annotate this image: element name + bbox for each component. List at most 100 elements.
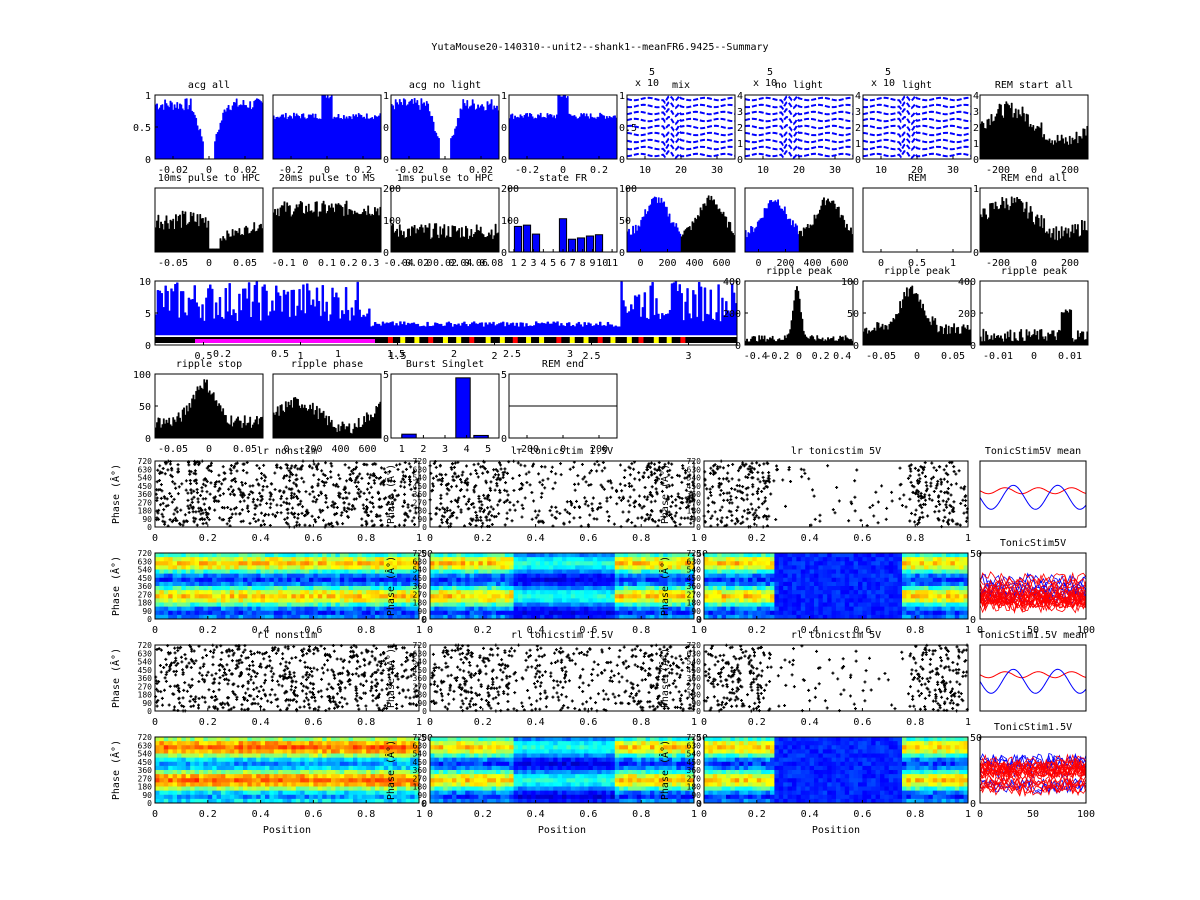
heatmap-cell <box>251 745 257 750</box>
heatmap-cell <box>645 577 651 583</box>
heatmap-cell <box>654 610 660 616</box>
heatmap-cell <box>774 590 780 595</box>
heatmap-cell <box>291 606 297 612</box>
heatmap-cell <box>256 786 262 792</box>
heatmap-cell <box>712 598 718 603</box>
heatmap-cell <box>888 565 894 570</box>
heatmap-cell <box>392 765 398 771</box>
heatmap-cell <box>335 606 341 612</box>
heatmap-cell <box>871 594 877 599</box>
heatmap-cell <box>414 741 420 746</box>
heatmap-cell <box>796 590 802 595</box>
heatmap-cell <box>743 565 749 570</box>
heatmap-cell <box>434 581 440 587</box>
x-tick-label: 0 <box>283 444 289 455</box>
phase-tick-label: 630 <box>138 557 153 566</box>
heatmap-cell <box>667 561 673 566</box>
heatmap-cell <box>606 561 611 566</box>
heatmap-cell <box>884 577 890 583</box>
heatmap-cell <box>317 794 323 800</box>
bar-1 <box>401 433 417 439</box>
heatmap-cell <box>225 786 231 792</box>
heatmap-cell <box>430 737 435 742</box>
phase-tick-label: 270 <box>687 498 702 507</box>
heatmap-cell <box>597 553 603 558</box>
heatmap-cell <box>383 778 389 783</box>
heatmap-cell <box>540 753 545 759</box>
heatmap-cell <box>388 602 394 608</box>
heatmap-cell <box>787 614 793 620</box>
heatmap-cell <box>906 602 912 608</box>
heatmap-cell <box>836 590 841 595</box>
heatmap-cell <box>291 753 297 759</box>
heatmap-cell <box>216 745 222 750</box>
heatmap-cell <box>326 737 332 742</box>
heatmap-cell <box>410 798 416 804</box>
heatmap-cell <box>831 602 837 608</box>
heatmap-cell <box>225 581 231 587</box>
heatmap-cell <box>478 610 484 616</box>
heatmap-cell <box>496 737 501 742</box>
heatmap-cell <box>500 602 506 608</box>
heatmap-cell <box>932 557 938 562</box>
phase-tick-label: 540 <box>687 474 702 483</box>
heatmap-cell <box>954 553 960 558</box>
heatmap-cell <box>229 557 235 562</box>
heatmap-cell <box>229 749 235 754</box>
heatmap-cell <box>619 557 625 562</box>
heatmap-cell <box>361 557 367 562</box>
x-tick-label: 0.8 <box>632 625 650 636</box>
heatmap-cell <box>814 606 819 612</box>
heatmap-cell <box>199 565 204 570</box>
heatmap-cell <box>405 778 411 783</box>
heatmap-cell <box>203 753 209 759</box>
heatmap-cell <box>282 614 288 620</box>
heatmap-cell <box>383 565 389 570</box>
heatmap-cell <box>513 594 519 599</box>
heatmap-cell <box>348 606 354 612</box>
heatmap-cell <box>774 553 780 558</box>
heatmap-cell <box>397 569 402 575</box>
heatmap-cell <box>783 557 789 562</box>
heatmap-cell <box>840 573 846 579</box>
heatmap-cell <box>663 586 669 591</box>
waveform-trace <box>744 129 854 140</box>
heatmap-cell <box>251 786 257 792</box>
heatmap-cell <box>348 749 354 754</box>
heatmap-cell <box>344 557 350 562</box>
heatmap-cell <box>897 610 903 616</box>
heatmap-cell <box>827 557 833 562</box>
heatmap-cell <box>827 602 833 608</box>
heatmap-cell <box>335 794 341 800</box>
heatmap-cell <box>487 774 493 779</box>
heatmap-cell <box>478 606 484 612</box>
heatmap-cell <box>366 753 372 759</box>
heatmap-cell <box>606 610 611 616</box>
heatmap-cell <box>491 614 497 620</box>
heatmap-cell <box>704 586 709 591</box>
heatmap-cell <box>185 761 191 767</box>
heatmap-cell <box>924 602 929 608</box>
x-tick-label: 30 <box>711 165 723 176</box>
heatmap-cell <box>366 757 372 763</box>
heatmap-cell <box>831 581 837 587</box>
heatmap-cell <box>199 790 204 796</box>
x-tick-label: 0.6 <box>579 533 597 544</box>
heatmap-cell <box>295 741 301 746</box>
heatmap-cell <box>491 761 497 767</box>
heatmap-cell <box>452 565 457 570</box>
heatmap-cell <box>680 561 686 566</box>
heatmap-cell <box>632 594 638 599</box>
heatmap-cell <box>513 606 519 612</box>
heatmap-cell <box>199 761 204 767</box>
heatmap-cell <box>278 602 284 608</box>
x-tick-label: 0.8 <box>632 533 650 544</box>
heatmap-cell <box>566 614 572 620</box>
heatmap-cell <box>392 594 398 599</box>
heatmap-cell <box>752 598 758 603</box>
heatmap-cell <box>491 753 497 759</box>
heatmap-cell <box>247 757 253 763</box>
heatmap-cell <box>199 786 204 792</box>
heatmap-cell <box>199 798 204 804</box>
